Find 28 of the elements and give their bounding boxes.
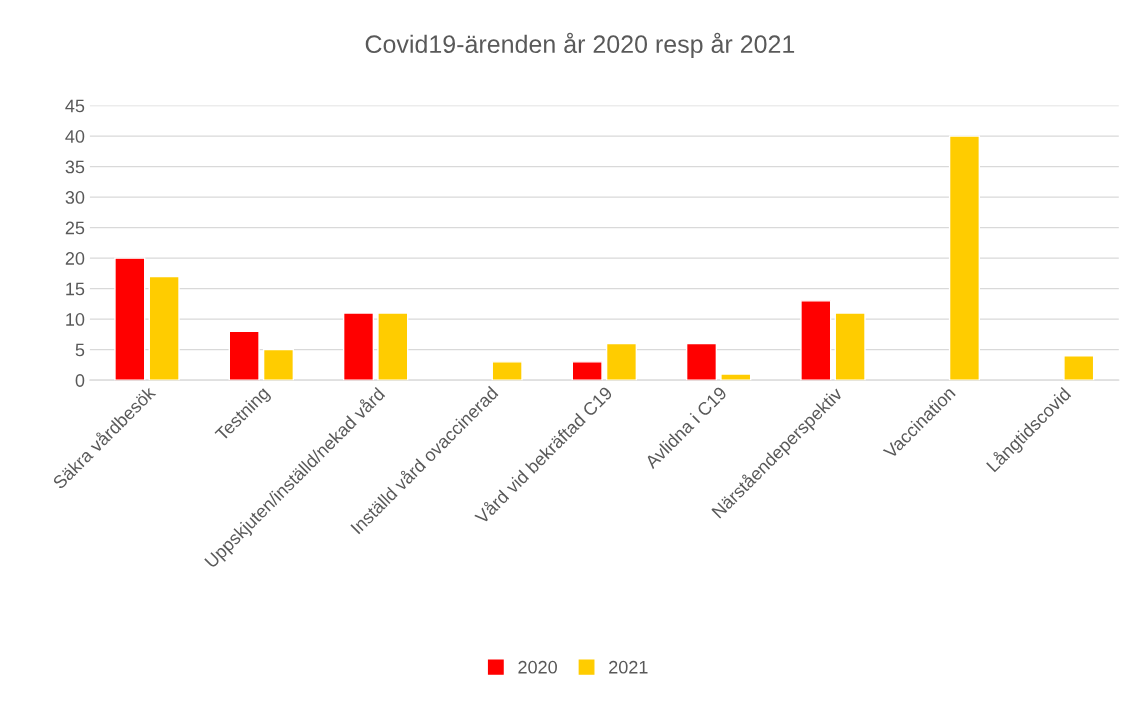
y-tick-label: 15 [66, 282, 85, 296]
bar [571, 361, 603, 381]
y-tick-label: 40 [65, 130, 85, 143]
y-tick-label: 0 [75, 374, 85, 387]
bar [720, 373, 752, 381]
bar [377, 312, 409, 381]
chart-title: Covid19-ärenden år 2020 resp år 2021 [365, 32, 795, 58]
bar [114, 257, 146, 381]
bar [685, 342, 718, 381]
legend-label: 2020 [518, 660, 557, 674]
bar [834, 312, 866, 381]
y-tick-label: 30 [65, 191, 85, 204]
bar [148, 275, 180, 381]
bar [342, 312, 375, 381]
bar [1063, 355, 1095, 381]
bar [491, 361, 523, 381]
y-tick-label: 45 [65, 99, 85, 113]
bar [948, 135, 981, 381]
y-tick-label: 25 [65, 221, 85, 235]
y-tick-label: 5 [75, 343, 85, 357]
bar [262, 348, 295, 381]
bar [228, 330, 260, 381]
bar [605, 342, 638, 381]
bar [800, 300, 832, 381]
y-tick-label: 35 [65, 160, 85, 174]
legend-label: 2021 [609, 660, 648, 674]
y-tick-label: 10 [66, 313, 85, 326]
y-tick-label: 20 [65, 252, 85, 265]
